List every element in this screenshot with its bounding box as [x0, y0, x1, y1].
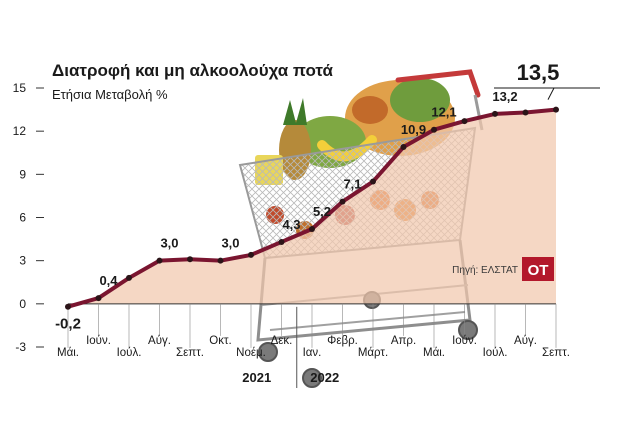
data-point: [370, 178, 376, 185]
x-tick-label: Ιούν.: [452, 335, 477, 347]
y-tick-label: 12: [13, 124, 27, 138]
data-label: 0,4: [99, 273, 118, 288]
x-tick-label: Φεβρ.: [327, 335, 358, 347]
x-axis: Μάι. Ιούν. Ιούλ. Αύγ. Σεπτ. Οκτ. Νοέμ. Δεκ. Ιαν.…: [57, 303, 570, 359]
x-tick-label: Μάρτ.: [358, 347, 388, 359]
callout-line: [494, 87, 600, 100]
x-tick-label: Σεπτ.: [542, 347, 570, 359]
data-point: [95, 295, 102, 302]
y-tick-label: 0: [19, 297, 26, 311]
x-tick-label: Ιούλ.: [483, 347, 508, 359]
x-tick-label: Ιούν.: [86, 335, 111, 347]
data-label: -0,2: [55, 316, 81, 333]
data-point: [461, 118, 468, 125]
year-label: 2022: [310, 370, 339, 385]
data-point: [553, 106, 559, 113]
x-tick-label: Δεκ.: [271, 335, 293, 347]
data-label: 12,1: [431, 105, 456, 120]
x-tick-label: Απρ.: [391, 335, 416, 347]
data-label: 13,2: [492, 89, 517, 104]
bread: [352, 96, 388, 124]
y-tick-label: -3: [15, 340, 26, 354]
x-tick-label: Ιούλ.: [117, 347, 142, 359]
y-tick-label: 3: [19, 254, 26, 268]
data-point: [126, 274, 132, 281]
data-point: [492, 110, 498, 117]
data-label: 7,1: [343, 177, 361, 192]
lettuce: [390, 78, 450, 122]
area-fill: [68, 109, 556, 307]
x-tick-label: Νοέμ.: [236, 347, 266, 359]
x-tick-label: Μάι.: [423, 347, 445, 359]
y-axis: -3 0 3 6 9 12 15: [13, 81, 44, 354]
cart-wheel: [302, 368, 322, 388]
chart-title: Διατροφή και μη αλκοολούχα ποτά: [52, 61, 333, 80]
data-label: 10,9: [401, 122, 426, 137]
data-point: [248, 251, 254, 258]
data-point: [431, 126, 437, 133]
data-point: [187, 256, 193, 263]
series-markers: [65, 106, 559, 310]
source-note: Πηγή: ΕΛΣΤΑΤ: [452, 264, 518, 276]
data-point: [156, 257, 163, 264]
cart-wheel: [458, 320, 478, 340]
data-point: [309, 226, 315, 233]
x-tick-label: Ιαν.: [303, 347, 322, 359]
data-point: [400, 143, 407, 150]
x-tick-label: Οκτ.: [209, 335, 231, 347]
publisher-logo-text: ΟΤ: [528, 262, 549, 279]
data-label: 5,2: [313, 204, 331, 219]
publisher-logo: [522, 257, 554, 281]
data-label: 4,3: [282, 217, 300, 232]
data-point: [278, 238, 285, 245]
data-label: 3,0: [160, 236, 178, 251]
data-point: [522, 109, 529, 116]
x-tick-label: Αύγ.: [514, 335, 537, 347]
year-labels: 2021 2022: [242, 306, 339, 388]
data-label: 3,0: [221, 236, 239, 251]
year-label: 2021: [242, 370, 271, 385]
chart-subtitle: Ετήσια Μεταβολή %: [52, 87, 168, 102]
cart-handle: [395, 69, 481, 98]
y-tick-label: 9: [19, 167, 26, 181]
data-labels: -0,2 0,4 3,0 3,0 4,3 5,2 7,1 10,9 12,1 13,213,5: [55, 60, 600, 333]
pineapple-leaves: [283, 98, 307, 125]
cart-shelf: [269, 311, 466, 331]
cart-wheel: [258, 342, 278, 362]
y-tick-label: 15: [13, 81, 27, 95]
x-tick-label: Μάι.: [57, 347, 79, 359]
y-tick-label: 6: [19, 211, 26, 225]
data-label: 13,5: [517, 60, 560, 85]
x-tick-label: Σεπτ.: [176, 347, 204, 359]
data-point: [217, 257, 224, 264]
x-tick-label: Αύγ.: [148, 335, 171, 347]
data-point: [65, 303, 71, 310]
data-point: [339, 198, 346, 205]
